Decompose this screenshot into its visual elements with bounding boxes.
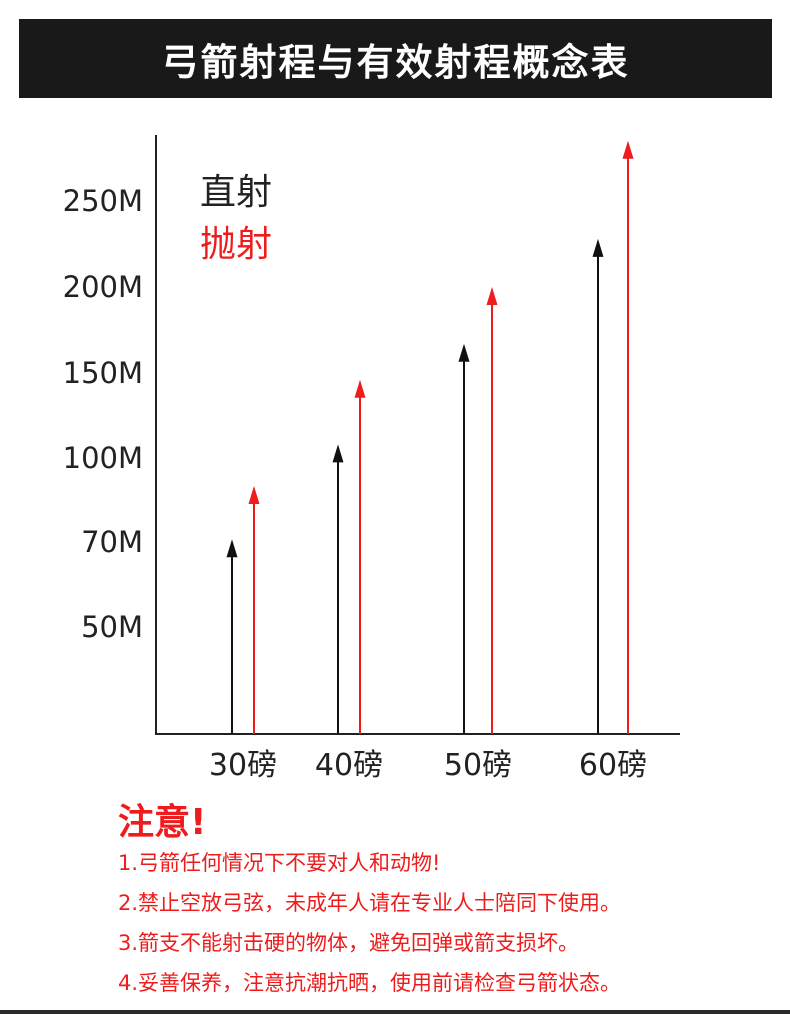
x-tick-label: 50磅 [444,748,512,783]
y-tick-label: 250M [63,184,143,218]
range-chart: 直射 抛射 50M 70M 100M 150M 200M 250M 30磅 40磅 50磅 60… [63,135,680,783]
notice-line-1: 1.弓箭任何情况下不要对人和动物! [118,851,441,875]
x-tick-label: 30磅 [209,748,277,783]
y-tick-label: 200M [63,270,143,304]
notice-line-3: 3.箭支不能射击硬的物体，避免回弹或箭支损坏。 [118,931,580,955]
direct-range-arrow [592,238,604,734]
direct-range-arrow [226,539,238,734]
direct-range-arrow [332,444,344,734]
notice-heading: 注意! [118,802,207,843]
lob-range-arrow [248,486,260,734]
x-tick-labels: 30磅 40磅 50磅 60磅 [209,748,647,783]
y-tick-label: 150M [63,356,143,390]
direct-range-arrow [458,343,470,734]
lob-range-arrow [354,379,366,734]
x-tick-label: 60磅 [579,748,647,783]
notice-line-2: 2.禁止空放弓弦，未成年人请在专业人士陪同下使用。 [118,891,622,915]
chart-title: 弓箭射程与有效射程概念表 [161,40,630,84]
y-tick-label: 100M [63,441,143,475]
legend-lob: 抛射 [200,224,272,265]
title-bar: 弓箭射程与有效射程概念表 [19,19,772,98]
x-tick-label: 40磅 [315,748,383,783]
notice-line-4: 4.妥善保养，注意抗潮抗晒，使用前请检查弓箭状态。 [118,971,622,995]
legend-direct: 直射 [200,172,272,213]
bottom-rule [0,1010,790,1014]
y-tick-label: 70M [81,525,143,559]
y-tick-labels: 50M 70M 100M 150M 200M 250M [63,184,143,644]
lob-range-arrow [486,287,498,734]
lob-range-arrow [622,140,634,734]
chart-marks [226,140,634,734]
y-tick-label: 50M [81,610,143,644]
